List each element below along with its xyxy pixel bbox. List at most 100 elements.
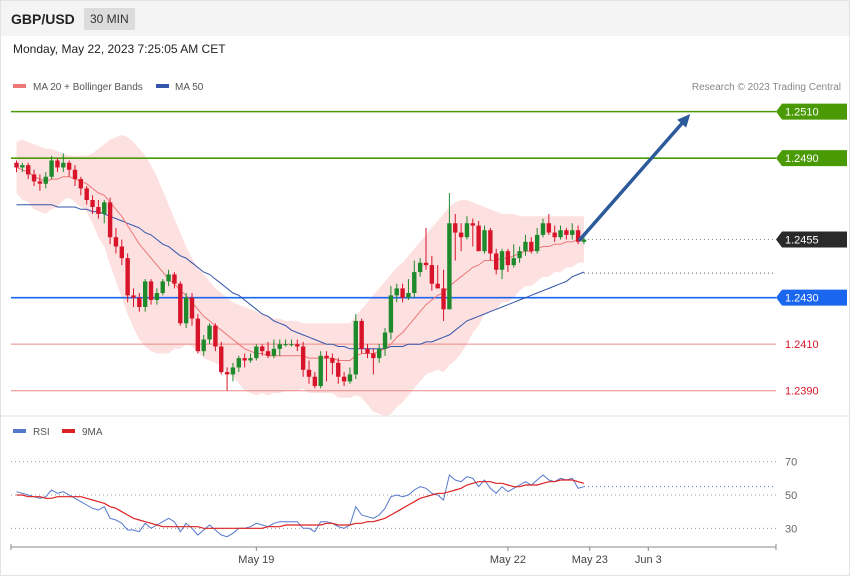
candle: [523, 234, 528, 256]
candle: [423, 227, 429, 270]
candle: [429, 255, 435, 291]
candle: [365, 344, 370, 359]
candle-body: [324, 355, 329, 359]
candle-body: [552, 232, 557, 238]
x-tick-label: Jun 3: [635, 554, 662, 566]
candle-body: [183, 297, 189, 324]
level-tag-1.2490: [776, 150, 847, 167]
candle: [78, 176, 84, 196]
candle-body: [300, 346, 306, 370]
candle-body: [143, 281, 148, 307]
candle: [517, 246, 522, 263]
candle-body: [347, 374, 353, 382]
candle: [271, 339, 277, 359]
candle: [31, 169, 37, 187]
candle-body: [213, 325, 218, 347]
candle-body: [131, 295, 136, 298]
candle-body: [178, 283, 183, 324]
research-credit: Research © 2023 Trading Central: [692, 82, 841, 93]
candle-body: [435, 283, 440, 289]
candle-body: [400, 288, 405, 298]
candle: [84, 186, 89, 205]
rsi-legend-swatch: [13, 429, 26, 433]
candle-body: [470, 223, 475, 226]
candle-body: [283, 344, 288, 346]
candle-body: [336, 362, 341, 377]
candle-body: [49, 160, 54, 177]
current-price-label: 1.2455: [785, 235, 819, 247]
candle: [154, 288, 160, 305]
candle-body: [417, 262, 423, 273]
candle: [499, 248, 505, 280]
candle: [476, 220, 481, 252]
candle: [552, 225, 557, 242]
candle-body: [564, 230, 569, 235]
candle: [353, 313, 358, 380]
level-label-1.2490: 1.2490: [785, 153, 819, 165]
candle: [488, 227, 493, 261]
candle: [189, 293, 195, 326]
candle: [400, 283, 405, 303]
level-label-1.2510: 1.2510: [785, 107, 819, 119]
candle: [388, 286, 394, 340]
candle: [113, 227, 119, 254]
candle-body: [166, 274, 171, 282]
rsi-ma-legend-swatch: [62, 429, 75, 433]
candle: [312, 372, 318, 389]
candle-body: [207, 325, 212, 340]
candle-body: [277, 344, 282, 349]
candle-body: [423, 262, 429, 266]
chart-header: GBP/USD 30 MIN: [1, 1, 849, 36]
candle: [96, 200, 101, 219]
candle: [137, 293, 142, 312]
candle: [300, 341, 306, 377]
candle-body: [388, 295, 394, 333]
candle: [66, 160, 72, 177]
candle-body: [529, 241, 534, 252]
candle-body: [236, 358, 241, 368]
candle: [529, 237, 534, 254]
candle-body: [271, 348, 277, 356]
candle-body: [43, 176, 48, 184]
ma20-legend-label: MA 20 + Bollinger Bands: [33, 82, 143, 93]
candle-body: [125, 258, 130, 296]
level-label-1.2430: 1.2430: [785, 293, 819, 305]
candle: [72, 165, 78, 187]
candle: [464, 216, 470, 240]
candle: [148, 279, 154, 305]
candle-body: [575, 230, 581, 242]
x-tick-label: May 19: [238, 554, 274, 566]
price-legend: MA 20 + Bollinger Bands MA 50 Research ©…: [13, 82, 841, 93]
candle: [207, 323, 212, 345]
arrow-shaft: [578, 121, 684, 242]
arrow-head: [677, 113, 691, 128]
candle-body: [172, 274, 177, 284]
rsi-level-label-70: 70: [785, 457, 797, 469]
candle: [470, 218, 475, 247]
candle-body: [523, 241, 528, 252]
candle-body: [26, 165, 31, 175]
candle: [347, 367, 353, 384]
candle-body: [488, 230, 493, 254]
candle-body: [517, 251, 522, 259]
candle: [195, 313, 201, 354]
candle: [394, 283, 399, 303]
candle: [242, 353, 247, 368]
candle: [265, 341, 271, 359]
level-tag-1.2430: [776, 289, 847, 306]
candle: [359, 318, 364, 354]
timeframe-button[interactable]: 30 MIN: [84, 8, 135, 30]
candle-body: [102, 202, 107, 214]
candle: [564, 227, 569, 240]
candle: [224, 367, 230, 391]
candle: [377, 344, 382, 363]
candle: [412, 260, 417, 298]
candle-body: [464, 223, 470, 238]
candle-body: [394, 288, 399, 296]
candle-body: [312, 376, 318, 387]
candle: [254, 344, 259, 361]
candle: [201, 334, 206, 356]
rsi-legend-label: RSI: [33, 427, 50, 438]
ma50-legend-swatch: [156, 84, 169, 88]
candle-body: [540, 223, 546, 235]
